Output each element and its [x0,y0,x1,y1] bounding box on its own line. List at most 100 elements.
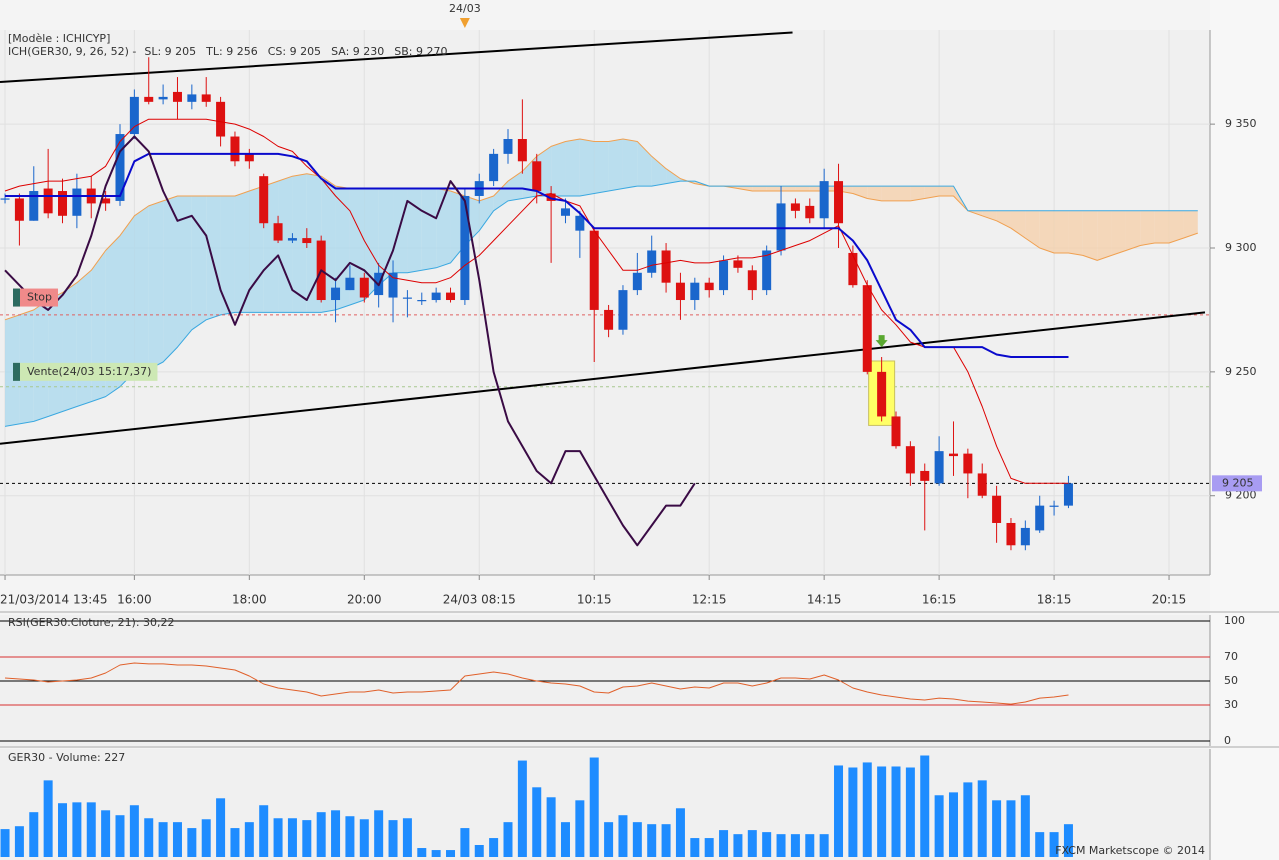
cloud-segment [1082,210,1098,261]
cloud-segment [1140,210,1155,246]
volume-bar [230,828,240,857]
volume-bar [877,766,887,857]
cloud-segment [421,188,437,271]
y-tick-label: 9 350 [1225,117,1257,130]
cloud-segment [651,156,667,187]
candle-body [992,495,1002,523]
cloud-segment [737,186,753,192]
candle-body [733,260,743,268]
cloud-segment [62,282,77,412]
candle-body [1035,505,1045,531]
volume-bar [287,818,297,857]
rsi-tick-label: 0 [1224,734,1231,747]
cloud-segment [220,195,235,315]
order-label: Stop [27,291,52,304]
candle-body [244,153,254,162]
cloud-segment [364,188,379,301]
cloud-segment [1111,210,1126,256]
volume-bar [546,797,556,857]
rsi-tick-label: 50 [1224,674,1238,687]
cloud-segment [1010,210,1026,239]
rsi-panel [0,620,1210,742]
candle-body [417,300,427,302]
volume-bar [0,829,10,857]
volume-bar [963,782,973,857]
volume-bar [719,830,729,857]
candle-body [259,176,269,224]
candle-body [431,292,441,301]
candle-body [58,191,68,216]
volume-bar [905,767,915,857]
y-tick-label: 9 300 [1225,241,1257,254]
volume-bar [891,766,901,857]
candle-body [1020,527,1030,546]
signal-arrow [875,335,888,348]
candle-body [144,96,154,102]
x-tick-label: 21/03/2014 13:45 [0,593,108,607]
candle-body [977,473,987,496]
volume-bar [819,834,829,857]
candle-body [848,252,858,286]
candle-body [345,277,355,291]
cloud-segment [996,210,1011,229]
candle-body [948,453,958,457]
volume-bar [1063,824,1073,857]
y-tick-label: 9 200 [1225,489,1257,502]
cloud-segment [594,141,609,194]
volume-bar [43,780,53,857]
ichimoku-line [4,118,1069,484]
candle-body [216,101,226,137]
volume-bar [144,818,154,857]
cloud-segment [551,141,566,196]
volume-bar [489,838,499,857]
x-tick-label: 20:15 [1152,593,1187,607]
cloud-segment [852,186,868,199]
volume-bar [172,822,182,857]
trendline [0,31,793,84]
cloud-segment [1054,210,1069,253]
candle-body [819,181,829,219]
volume-bar [647,824,657,857]
candle-body [546,193,556,201]
volume-bar [58,803,68,857]
legend-entry: CS: 9 205 [268,45,321,58]
candle-body [302,238,312,244]
volume-bar [316,812,326,857]
candle-body [862,285,872,372]
candle-body [719,260,729,291]
cloud-segment [76,270,92,407]
volume-bar [359,819,369,857]
candle-body [489,153,499,182]
date-marker-label: 24/03 [449,2,481,15]
cloud-segment [881,186,897,201]
volume-bar [201,819,211,857]
rsi-title: RSI(GER30.Cloture, 21): 30,22 [8,616,175,629]
cloud-segment [766,186,782,192]
volume-bar [690,838,700,857]
volume-bar [920,755,930,857]
cloud-segment [378,188,394,286]
candle-body [661,250,671,283]
candle-body [675,282,685,301]
candle-body [43,188,53,214]
cloud-segment [608,139,623,192]
x-tick-label: 20:00 [347,593,382,607]
candle-body [503,139,513,154]
order-handle [13,362,20,381]
candle-body [460,195,470,301]
volume-bar [532,787,542,857]
order-label: Vente(24/03 15:17,37) [27,365,151,378]
cloud-segment [666,168,681,184]
volume-bar [589,757,599,857]
volume-bar [431,850,441,857]
volume-bar [862,762,872,857]
cloud-segment [982,210,997,221]
volume-bar [733,834,743,857]
candle-body [172,91,182,102]
volume-bar [29,812,39,857]
cloud-segment [924,186,940,199]
volume-bar [14,826,24,857]
cloud-segment [1183,210,1198,239]
candle-body [790,203,800,211]
